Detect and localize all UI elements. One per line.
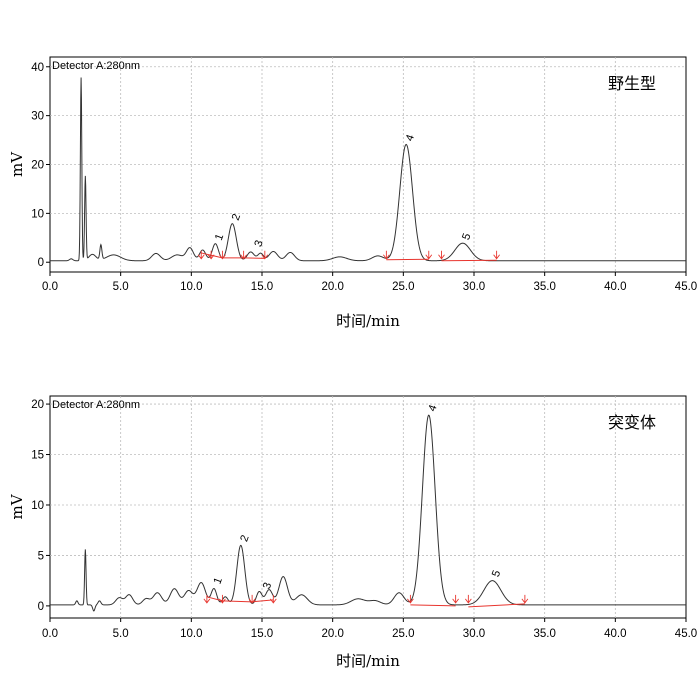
integration-baseline bbox=[252, 599, 274, 603]
y-tick-label: 10 bbox=[31, 208, 44, 220]
x-tick-label: 35.0 bbox=[533, 628, 555, 640]
chromatogram-wild-type: 0.0 5.0 10.0 15.0 20.0 25.0 30.0 35.0 40.0 45.0 0 1… bbox=[8, 56, 697, 330]
integration-marker bbox=[219, 594, 226, 604]
x-tick-label: 0.0 bbox=[42, 281, 58, 293]
y-tick-label: 40 bbox=[31, 62, 44, 74]
x-tick-label: 15.0 bbox=[251, 281, 273, 293]
peak-label: 3 bbox=[252, 239, 265, 249]
sample-label: 野生型 bbox=[608, 74, 656, 93]
integration-marker bbox=[425, 250, 433, 260]
y-tick-label: 30 bbox=[31, 111, 44, 123]
integration-marker bbox=[383, 250, 390, 260]
x-tick-label: 0.0 bbox=[42, 628, 58, 640]
integration-marker bbox=[207, 250, 215, 260]
peak-label: 5 bbox=[460, 232, 473, 242]
y-tick-label: 20 bbox=[31, 399, 44, 411]
x-axis-label: 时间/min bbox=[336, 652, 400, 670]
integration-baseline bbox=[410, 604, 456, 607]
x-tick-label: 5.0 bbox=[113, 628, 129, 640]
x-tick-label: 25.0 bbox=[392, 628, 414, 640]
peak-label: 4 bbox=[426, 403, 439, 413]
x-tick-label: 25.0 bbox=[392, 281, 414, 293]
integration-marker bbox=[521, 594, 529, 604]
chromatogram-mutant: 0.0 5.0 10.0 15.0 20.0 25.0 30.0 35.0 40.0 45.0 0 5… bbox=[8, 395, 697, 670]
x-tick-label: 30.0 bbox=[463, 281, 485, 293]
peak-label: 1 bbox=[211, 576, 224, 586]
integration-baseline bbox=[201, 252, 223, 259]
peak-label: 3 bbox=[261, 581, 274, 591]
chromatogram-trace bbox=[50, 414, 686, 612]
chromatogram-trace bbox=[50, 77, 686, 262]
y-axis-label: mV bbox=[8, 151, 26, 177]
x-tick-label: 35.0 bbox=[533, 281, 555, 293]
y-tick-label: 0 bbox=[38, 257, 44, 269]
sample-label: 突变体 bbox=[608, 413, 656, 432]
x-tick-label: 5.0 bbox=[113, 281, 129, 293]
peak-label: 4 bbox=[404, 133, 417, 143]
x-tick-label: 40.0 bbox=[604, 281, 626, 293]
y-tick-label: 5 bbox=[38, 550, 44, 562]
integration-marker bbox=[438, 250, 445, 260]
integration-marker bbox=[203, 594, 211, 604]
y-tick-label: 10 bbox=[31, 500, 44, 512]
peak-label: 2 bbox=[230, 212, 243, 222]
integration-marker bbox=[261, 250, 269, 260]
peak-label: 2 bbox=[238, 534, 251, 544]
detector-label: Detector A:280nm bbox=[52, 399, 140, 411]
integration-marker bbox=[452, 594, 459, 604]
peak-label: 1 bbox=[213, 232, 226, 242]
peak-label: 5 bbox=[490, 569, 503, 579]
x-tick-label: 45.0 bbox=[675, 628, 697, 640]
integration-marker bbox=[493, 250, 500, 260]
detector-label: Detector A:280nm bbox=[52, 60, 140, 72]
x-tick-label: 40.0 bbox=[604, 628, 626, 640]
integration-marker bbox=[240, 250, 247, 260]
x-tick-label: 10.0 bbox=[180, 281, 202, 293]
y-tick-label: 20 bbox=[31, 160, 44, 172]
y-tick-label: 0 bbox=[38, 601, 44, 613]
x-axis-label: 时间/min bbox=[336, 312, 400, 330]
x-tick-label: 10.0 bbox=[180, 628, 202, 640]
integration-baseline bbox=[468, 603, 525, 608]
y-axis-label: mV bbox=[8, 493, 26, 519]
x-tick-label: 15.0 bbox=[251, 628, 273, 640]
plot-frame bbox=[49, 395, 687, 619]
x-tick-label: 45.0 bbox=[675, 281, 697, 293]
x-tick-label: 20.0 bbox=[321, 281, 343, 293]
integration-baseline bbox=[222, 600, 253, 603]
x-tick-label: 30.0 bbox=[463, 628, 485, 640]
integration-marker bbox=[464, 594, 472, 604]
integration-marker bbox=[407, 594, 414, 604]
y-tick-label: 15 bbox=[31, 450, 44, 462]
integration-marker bbox=[269, 594, 277, 604]
integration-marker bbox=[248, 594, 256, 604]
x-tick-label: 20.0 bbox=[321, 628, 343, 640]
integration-marker bbox=[197, 250, 205, 260]
integration-marker bbox=[219, 250, 226, 260]
